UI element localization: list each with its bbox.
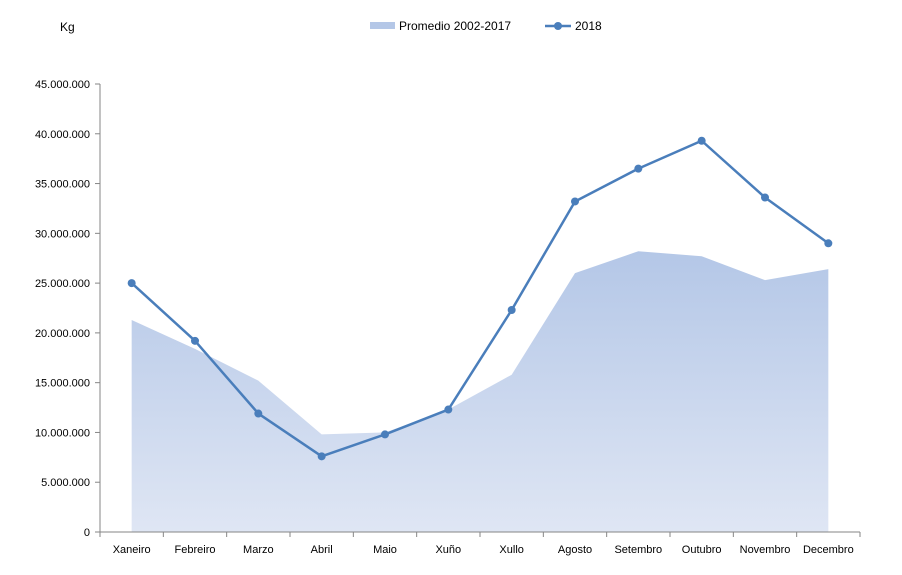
legend-area-swatch	[370, 22, 395, 29]
legend-item-promedio[interactable]: Promedio 2002-2017	[370, 19, 511, 33]
x-tick-label: Outubro	[682, 544, 722, 556]
y-tick-label: 35.000.000	[35, 179, 90, 191]
line-point-2018[interactable]	[761, 193, 769, 202]
line-point-2018[interactable]	[191, 336, 199, 345]
line-series-layer	[127, 136, 833, 461]
y-tick-label: 25.000.000	[35, 278, 90, 290]
y-tick-label: 10.000.000	[35, 427, 90, 439]
x-tick-label: Agosto	[558, 544, 592, 556]
x-tick-label: Xuño	[435, 544, 461, 556]
line-point-2018[interactable]	[127, 279, 136, 288]
x-tick-label: Decembro	[803, 544, 854, 556]
y-tick-label: 0	[84, 527, 90, 539]
legend: Promedio 2002-2017 2018	[370, 19, 602, 33]
y-tick-label: 15.000.000	[35, 378, 90, 390]
line-point-2018[interactable]	[444, 405, 453, 414]
x-tick-label: Marzo	[243, 544, 274, 556]
area-series-layer	[131, 251, 829, 532]
y-axis-label: Kg	[60, 20, 75, 34]
x-tick-label: Novembro	[740, 544, 791, 556]
line-point-2018[interactable]	[697, 136, 706, 145]
line-point-2018[interactable]	[824, 239, 833, 248]
legend-item-2018[interactable]: 2018	[545, 19, 602, 33]
y-tick-label: 20.000.000	[35, 328, 90, 340]
y-tick-label: 30.000.000	[35, 228, 90, 240]
line-series-2018	[130, 139, 830, 458]
x-tick-labels: Xaneiro Febreiro Marzo Abril Maio Xuño Xullo Ag…	[113, 544, 854, 556]
line-point-2018[interactable]	[317, 452, 326, 461]
axes	[95, 83, 861, 537]
y-tick-labels: 0 5.000.000 10.000.000 15.000.000 20.000.000…	[35, 79, 90, 539]
line-point-2018[interactable]	[381, 430, 389, 439]
y-tick-label: 40.000.000	[35, 129, 90, 141]
area-series-promedio	[131, 251, 829, 532]
y-tick-label: 45.000.000	[35, 79, 90, 91]
x-tick-label: Maio	[373, 544, 397, 556]
line-point-2018[interactable]	[254, 409, 263, 418]
line-point-2018[interactable]	[634, 164, 643, 173]
line-point-2018[interactable]	[571, 197, 579, 206]
x-tick-label: Xullo	[499, 544, 523, 556]
legend-label-2018: 2018	[575, 19, 602, 33]
legend-label-promedio: Promedio 2002-2017	[399, 19, 511, 33]
x-tick-label: Abril	[311, 544, 333, 556]
y-tick-label: 5.000.000	[41, 477, 90, 489]
x-tick-label: Xaneiro	[113, 544, 151, 556]
x-tick-label: Febreiro	[175, 544, 216, 556]
line-point-2018[interactable]	[507, 305, 516, 314]
legend-marker	[554, 22, 562, 30]
x-tick-label: Setembro	[614, 544, 662, 556]
